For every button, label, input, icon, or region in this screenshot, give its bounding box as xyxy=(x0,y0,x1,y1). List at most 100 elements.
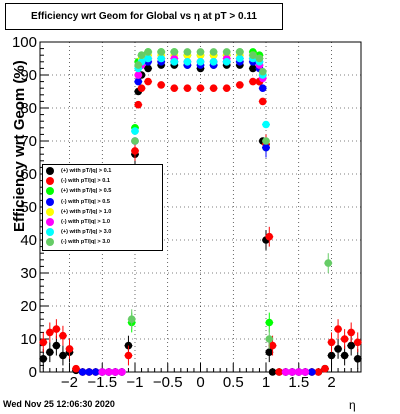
data-point xyxy=(236,54,244,63)
data-point xyxy=(196,58,205,66)
data-point xyxy=(124,351,133,360)
legend-marker xyxy=(46,197,54,206)
legend-entry: (+) with pT/|q| > 0.1 xyxy=(46,166,159,176)
data-point xyxy=(353,338,362,347)
legend-entry: (+) with pT/|q| > 3.0 xyxy=(46,227,159,237)
data-point xyxy=(308,368,316,376)
data-point xyxy=(104,368,113,376)
legend-entry: (+) with pT/|q| > 0.5 xyxy=(46,186,159,196)
x-tick-label: −1 xyxy=(126,374,143,391)
data-point xyxy=(262,137,270,145)
data-point xyxy=(249,51,257,59)
data-point xyxy=(222,84,231,92)
data-point xyxy=(59,331,67,340)
legend-entry: (-) with pT/|q| > 0.1 xyxy=(46,176,159,186)
data-point xyxy=(170,48,179,56)
data-point xyxy=(294,368,303,376)
data-point xyxy=(258,67,267,76)
data-point xyxy=(340,351,349,360)
data-point xyxy=(301,368,310,376)
legend-label: (-) with pT/|q| > 1.0 xyxy=(61,219,110,226)
legend-marker xyxy=(46,228,54,237)
y-tick-label: 100 xyxy=(12,34,37,51)
data-point xyxy=(127,315,136,324)
data-point xyxy=(157,48,165,56)
data-point xyxy=(144,48,152,56)
data-point xyxy=(347,328,355,337)
data-point xyxy=(144,77,152,86)
y-tick-label: 80 xyxy=(20,100,37,117)
legend-entry: (-) with pT/|q| > 0.5 xyxy=(46,197,159,207)
x-tick-label: 1.5 xyxy=(288,374,309,391)
x-tick-label: 2 xyxy=(327,374,335,391)
data-point xyxy=(59,351,67,360)
data-point xyxy=(131,137,139,145)
data-point xyxy=(134,100,143,109)
data-point xyxy=(78,368,87,376)
data-point xyxy=(196,84,205,92)
series-7 xyxy=(127,48,333,349)
data-point xyxy=(157,54,165,63)
data-point xyxy=(118,368,126,376)
data-point xyxy=(334,345,342,353)
y-axis-label: Efficiency wrt Geom (%) xyxy=(11,60,28,232)
y-tick-label: 10 xyxy=(20,331,37,348)
data-point xyxy=(222,48,231,56)
data-point xyxy=(249,77,257,86)
data-point xyxy=(327,351,336,360)
legend-label: (-) with pT/|q| > 0.1 xyxy=(61,178,110,185)
data-point xyxy=(209,84,218,92)
data-point xyxy=(144,64,152,73)
y-tick-label: 30 xyxy=(20,265,37,282)
data-point xyxy=(183,84,192,92)
legend-marker xyxy=(46,167,54,176)
y-tick-label: 20 xyxy=(20,298,37,315)
legend-label: (-) with pT/|q| > 3.0 xyxy=(61,239,110,246)
data-point xyxy=(340,335,349,343)
x-tick-label: 1 xyxy=(262,374,270,391)
data-point xyxy=(196,48,205,56)
data-point xyxy=(236,48,244,56)
x-tick-label: 0 xyxy=(196,374,204,391)
data-point xyxy=(52,341,61,350)
legend-marker xyxy=(46,187,54,196)
data-point xyxy=(46,328,54,337)
legend-entry: (-) with pT/|q| > 1.0 xyxy=(46,217,159,227)
data-point xyxy=(137,84,146,92)
data-point xyxy=(334,325,342,333)
data-point xyxy=(249,64,257,73)
data-point xyxy=(91,368,100,376)
data-point xyxy=(134,61,143,69)
y-tick-label: 70 xyxy=(20,133,37,150)
legend-entry: (+) with pT/|q| > 1.0 xyxy=(46,207,159,217)
data-point xyxy=(170,84,179,92)
y-tick-label: 0 xyxy=(29,364,37,381)
data-point xyxy=(262,120,270,129)
data-point xyxy=(98,368,107,376)
data-point xyxy=(281,368,290,376)
data-point xyxy=(39,355,48,363)
data-point xyxy=(258,97,267,106)
data-point xyxy=(170,58,179,66)
data-point xyxy=(347,341,355,350)
data-point xyxy=(265,232,274,241)
data-point xyxy=(85,368,93,376)
data-point xyxy=(222,58,231,66)
legend-label: (+) with pT/|q| > 3.0 xyxy=(61,229,112,236)
legend-entry: (-) with pT/|q| > 3.0 xyxy=(46,237,159,247)
data-point xyxy=(268,341,277,350)
data-point xyxy=(134,77,143,86)
data-point xyxy=(209,48,218,56)
chart-title: Efficiency wrt Geom for Global vs η at p… xyxy=(5,3,283,30)
data-point xyxy=(157,81,165,89)
y-tick-label: 90 xyxy=(20,67,37,84)
y-tick-label: 50 xyxy=(20,199,37,216)
legend-label: (-) with pT/|q| > 0.5 xyxy=(61,198,110,205)
data-point xyxy=(183,58,192,66)
legend-label: (+) with pT/|q| > 0.5 xyxy=(61,188,112,195)
data-point xyxy=(258,84,267,92)
data-point xyxy=(137,51,146,59)
legend-marker xyxy=(46,238,54,247)
data-point xyxy=(265,318,274,327)
data-point xyxy=(265,335,274,343)
